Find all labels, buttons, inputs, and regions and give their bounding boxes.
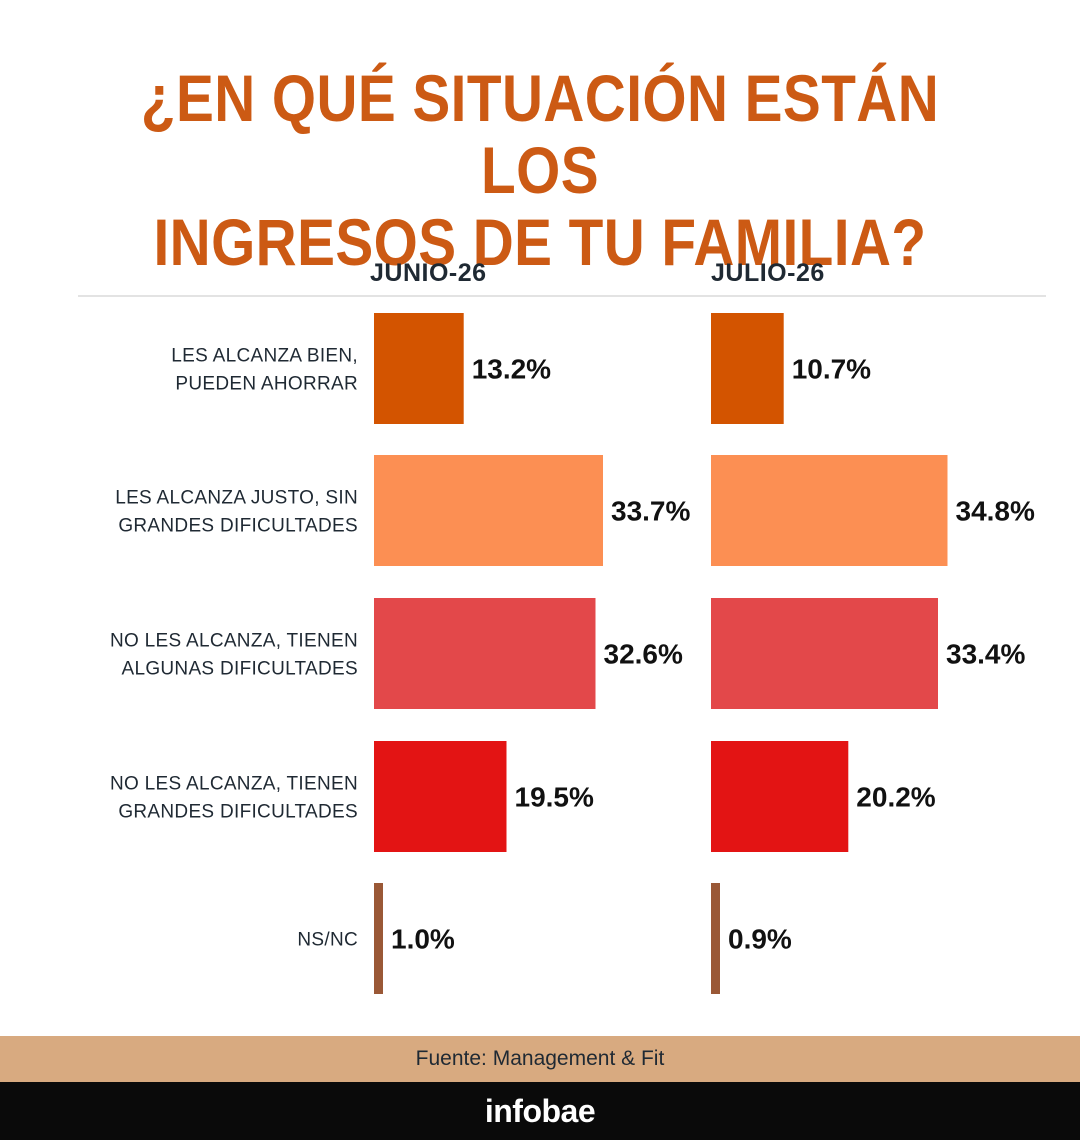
bar-julio-26-3 bbox=[711, 741, 849, 852]
category-label: NS/NC bbox=[297, 930, 358, 951]
value-label: 13.2% bbox=[472, 354, 551, 385]
source-text: Fuente: Management & Fit bbox=[415, 1047, 665, 1070]
series-header-junio: JUNIO-26 bbox=[370, 259, 487, 287]
value-label: 1.0% bbox=[391, 924, 455, 955]
header-divider bbox=[78, 295, 1046, 297]
value-label: 33.7% bbox=[611, 496, 690, 527]
value-label: 0.9% bbox=[728, 924, 792, 955]
value-label: 19.5% bbox=[515, 782, 594, 813]
bar-julio-26-1 bbox=[711, 455, 948, 566]
bar-julio-26-2 bbox=[711, 598, 938, 709]
bar-julio-26-4 bbox=[711, 883, 720, 994]
bar-chart: LES ALCANZA BIEN, PUEDEN AHORRAR 13.2% 10.7… bbox=[110, 313, 1035, 994]
bar-julio-26-0 bbox=[711, 313, 784, 424]
footer-bar: infobae bbox=[0, 1082, 1080, 1140]
bar-junio-26-2 bbox=[374, 598, 596, 709]
bar-junio-26-3 bbox=[374, 741, 507, 852]
bar-junio-26-4 bbox=[374, 883, 383, 994]
category-label: NO LES ALCANZA, TIENEN GRANDES DIFICULTAD… bbox=[110, 774, 358, 823]
category-label: LES ALCANZA BIEN, PUEDEN AHORRAR bbox=[171, 346, 358, 395]
value-label: 10.7% bbox=[792, 354, 871, 385]
source-band: Fuente: Management & Fit bbox=[0, 1036, 1080, 1082]
value-label: 33.4% bbox=[946, 639, 1025, 670]
chart-title: ¿EN QUÉ SITUACIÓN ESTÁN LOS INGRESOS DE … bbox=[140, 61, 940, 279]
bar-junio-26-1 bbox=[374, 455, 603, 566]
bar-junio-26-0 bbox=[374, 313, 464, 424]
value-label: 34.8% bbox=[956, 496, 1035, 527]
category-label: NO LES ALCANZA, TIENEN ALGUNAS DIFICULTAD… bbox=[110, 631, 358, 680]
category-label: LES ALCANZA JUSTO, SIN GRANDES DIFICULTAD… bbox=[115, 488, 358, 537]
value-label: 32.6% bbox=[604, 639, 683, 670]
value-label: 20.2% bbox=[856, 782, 935, 813]
infobae-logo: infobae bbox=[484, 1092, 596, 1129]
series-header-julio: JULIO-26 bbox=[711, 259, 825, 287]
